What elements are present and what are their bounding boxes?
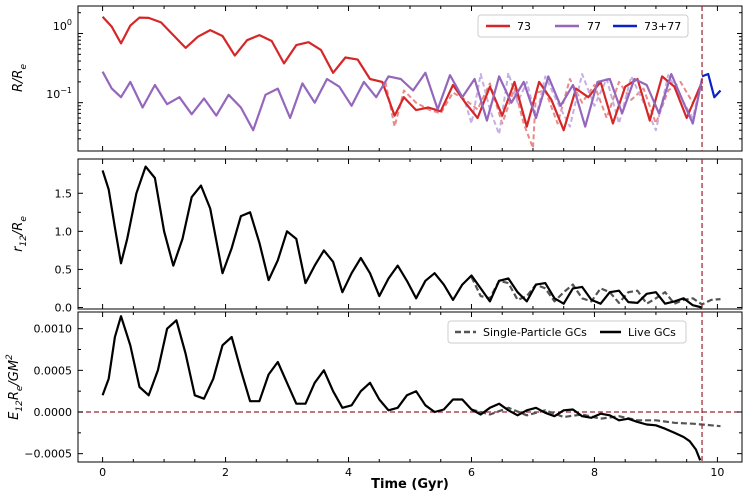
xtick-label: 2 (222, 466, 229, 479)
legend-label-live: Live GCs (628, 326, 676, 339)
bottom-ytick-labels: −0.0005 0.0000 0.0005 0.0010 (24, 323, 72, 461)
top-ytick-label: 100 (53, 18, 72, 33)
series-line-73-single-particle (384, 78, 703, 150)
bottom-legend: Single-Particle GCs Live GCs (447, 320, 687, 344)
middle-ylabel: r12/Re (11, 216, 29, 252)
bottom-ytick-label: 0.0000 (34, 406, 73, 419)
middle-ytick-label: 0.0 (55, 301, 73, 314)
legend-label-77: 77 (587, 20, 601, 33)
series-line-77-single-particle (464, 71, 703, 136)
bottom-ylabel: E12Re/GM2 (5, 354, 25, 420)
top-legend: 73 77 73+77 (477, 14, 689, 38)
xtick-label: 10 (710, 466, 724, 479)
middle-ytick-labels: 0.0 0.5 1.0 1.5 (55, 187, 73, 314)
legend-label-73: 73 (517, 20, 531, 33)
series-line-73-77 (701, 72, 722, 99)
bottom-plot-area (78, 315, 742, 461)
xtick-label: 6 (468, 466, 475, 479)
top-plot-area (101, 15, 722, 150)
middle-ytick-label: 0.5 (55, 263, 73, 276)
tick-marks (78, 6, 742, 462)
middle-ytick-label: 1.0 (55, 225, 73, 238)
bottom-ytick-label: 0.0005 (34, 364, 73, 377)
bottom-ytick-label: −0.0005 (24, 448, 72, 461)
bottom-ytick-label: 0.0010 (34, 323, 73, 336)
series-line-single-particle-gcs (470, 276, 721, 306)
top-ylabel: R/Re (11, 64, 29, 92)
top-ytick-label: 10−1 (46, 86, 72, 101)
middle-plot-area (101, 165, 721, 309)
series-line-single-particle-gcs (471, 406, 721, 428)
middle-ytick-label: 1.5 (55, 187, 73, 200)
xtick-label: 4 (345, 466, 352, 479)
legend-label-73-77: 73+77 (644, 20, 681, 33)
series-line-77 (101, 71, 704, 132)
series-line-live-gcs (101, 165, 703, 309)
xtick-label: 8 (591, 466, 598, 479)
bottom-legend-box (447, 320, 687, 344)
top-legend-box (477, 14, 689, 38)
xtick-labels: 0 2 4 6 8 10 (99, 466, 724, 479)
series-line-live-gcs (101, 315, 702, 461)
xtick-label: 0 (99, 466, 106, 479)
x-axis-label: Time (Gyr) (371, 477, 449, 492)
legend-label-single-particle: Single-Particle GCs (483, 326, 587, 339)
